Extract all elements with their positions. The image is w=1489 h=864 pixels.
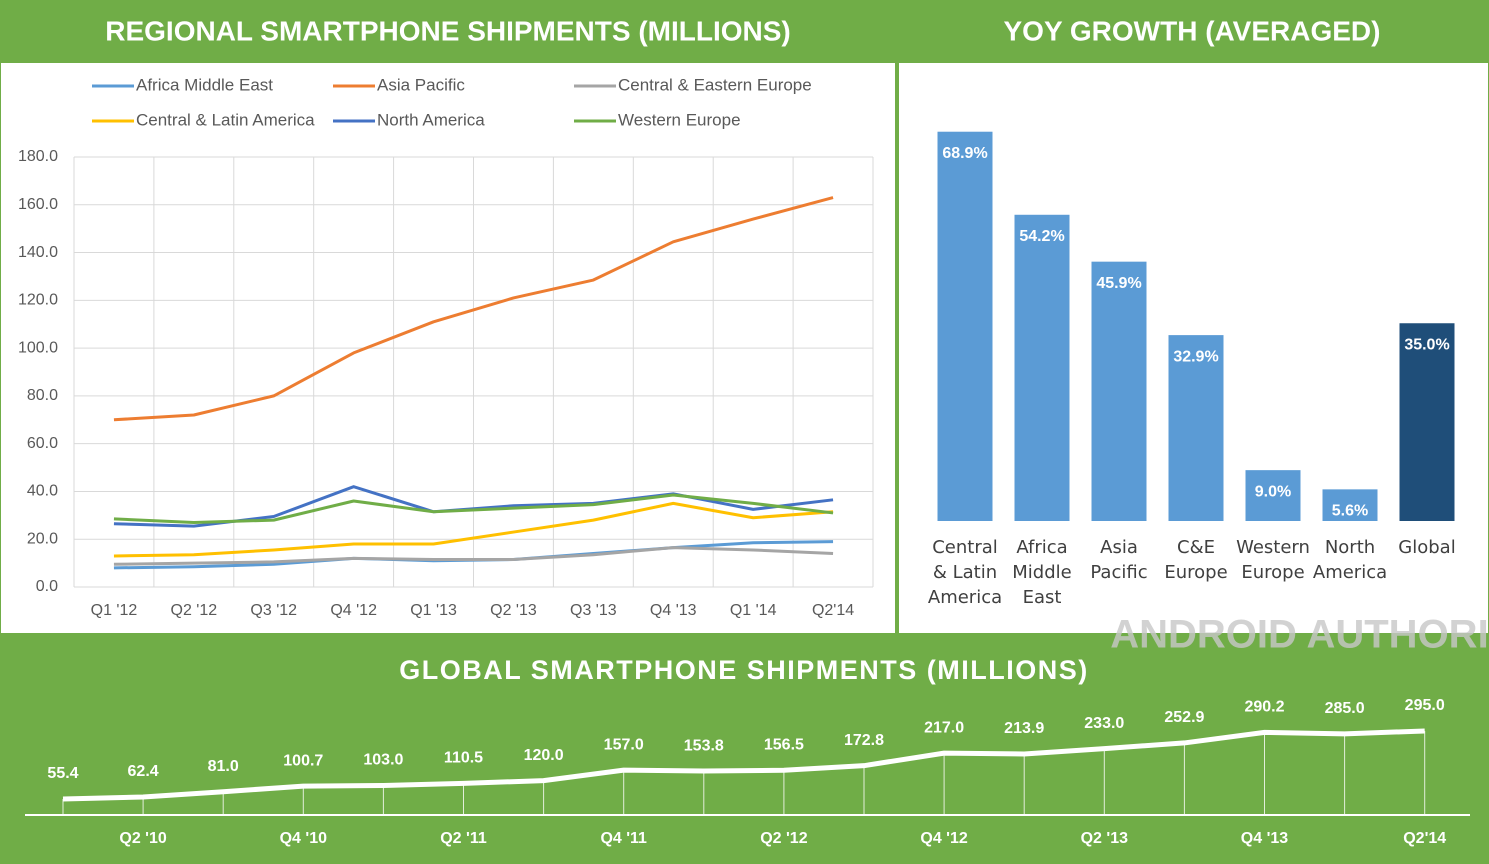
y-tick-label: 0.0 [36,578,58,595]
chart-title: GLOBAL SMARTPHONE SHIPMENTS (MILLIONS) [399,655,1089,685]
y-tick-label: 100.0 [18,339,58,356]
legend-label: Central & Eastern Europe [618,75,812,94]
bar [1014,214,1070,521]
x-tick-label: Q1 '12 [91,602,138,619]
x-tick-label: Q2 '10 [119,830,166,847]
series-line [113,493,834,524]
legend-label: Western Europe [618,110,741,129]
x-tick-label: Q2 '13 [1081,830,1128,847]
x-tick-label: Q2'14 [812,602,854,619]
value-label: 156.5 [764,737,804,754]
value-label: 252.9 [1164,709,1204,726]
value-label: 45.9% [1096,275,1141,292]
value-label: 285.0 [1325,700,1365,717]
x-tick-label: Q4 '12 [330,602,377,619]
series-line [62,728,1425,802]
y-tick-label: 40.0 [27,483,58,500]
value-label: 120.0 [524,747,564,764]
value-label: 157.0 [604,736,644,753]
y-tick-label: 120.0 [18,292,58,309]
x-tick-label: Q3 '12 [250,602,297,619]
chart-title: REGIONAL SMARTPHONE SHIPMENTS (MILLIONS) [105,15,791,46]
value-label: 110.5 [444,750,483,767]
y-tick-label: 80.0 [27,387,58,404]
x-tick-label: Q3 '13 [570,602,617,619]
x-tick-label: Q2'14 [1403,830,1446,847]
legend-label: Central & Latin America [136,110,315,129]
legend-label: Africa Middle East [136,75,273,94]
x-tick-label: Q4 '13 [650,602,697,619]
value-label: 5.6% [1332,503,1368,520]
chart-title: YOY GROWTH (AVERAGED) [1004,15,1381,46]
value-label: 55.4 [47,765,78,782]
series-line [113,196,834,422]
legend-label: North America [377,110,485,129]
legend-label: Asia Pacific [377,75,465,94]
x-tick-label: Q4 '12 [920,830,967,847]
x-tick-label: Global [1398,537,1456,558]
x-tick-label: Q2 '12 [171,602,218,619]
value-label: 217.0 [924,719,964,736]
value-label: 81.0 [208,758,239,775]
bar [1245,470,1301,521]
bar [1399,323,1455,521]
x-tick-label: Q1 '14 [730,602,777,619]
bar [937,131,993,521]
value-label: 35.0% [1404,336,1449,353]
y-tick-label: 20.0 [27,530,58,547]
y-tick-label: 60.0 [27,435,58,452]
x-tick-label: Central & Latin America [927,537,1003,608]
y-tick-label: 180.0 [18,148,58,165]
bar [1091,261,1147,521]
x-tick-label: Q2 '12 [760,830,807,847]
value-label: 68.9% [942,145,987,162]
value-label: 213.9 [1004,720,1044,737]
x-tick-label: C&E Europe [1164,537,1228,583]
x-tick-label: Asia Pacific [1090,537,1148,583]
value-label: 62.4 [128,763,159,780]
value-label: 100.7 [283,752,323,769]
x-tick-label: North America [1312,537,1388,583]
bar [1322,489,1378,521]
value-label: 233.0 [1084,715,1124,732]
y-tick-label: 140.0 [18,244,58,261]
x-tick-label: Q1 '13 [410,602,457,619]
watermark: ANDROID AUTHORITY [1110,613,1489,657]
x-tick-label: Western Europe [1236,537,1310,583]
value-label: 295.0 [1405,697,1445,714]
series-line [113,546,834,566]
x-tick-label: Q4 '10 [280,830,327,847]
x-tick-label: Q2 '13 [490,602,537,619]
x-tick-label: Q4 '11 [600,830,647,847]
value-label: 32.9% [1173,348,1218,365]
bar [1168,335,1224,521]
value-label: 103.0 [363,752,403,769]
value-label: 172.8 [844,732,884,749]
x-tick-label: Africa Middle East [1012,537,1072,608]
value-label: 153.8 [684,737,724,754]
value-label: 54.2% [1019,228,1064,245]
x-tick-label: Q4 '13 [1241,830,1288,847]
y-tick-label: 160.0 [18,196,58,213]
value-label: 290.2 [1244,699,1284,716]
series-line [113,501,834,558]
value-label: 9.0% [1255,483,1291,500]
x-tick-label: Q2 '11 [440,830,487,847]
